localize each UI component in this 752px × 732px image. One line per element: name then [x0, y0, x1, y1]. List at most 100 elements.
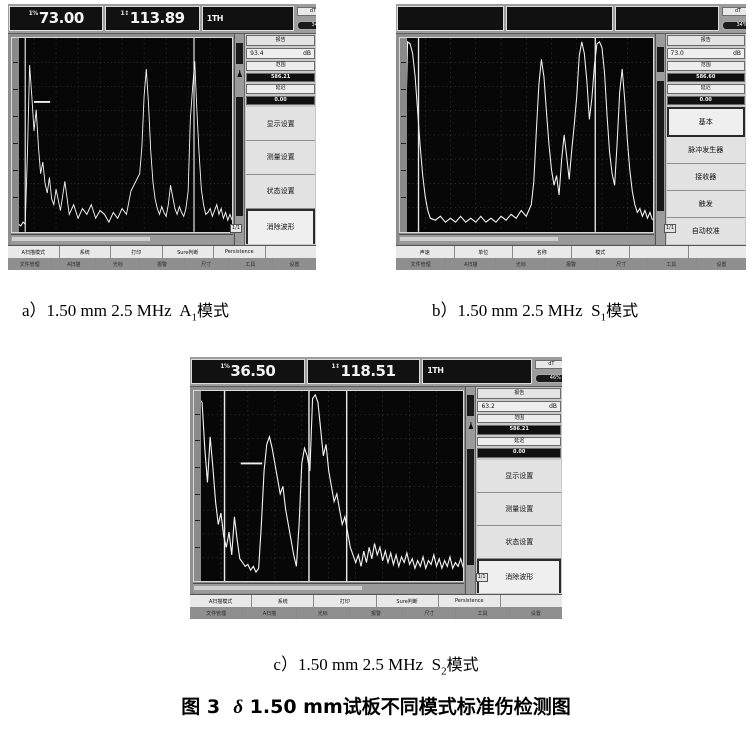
ascan-display-a[interactable]: [11, 37, 234, 234]
readout-depth-a[interactable]: 1↕ 113.89: [105, 6, 200, 32]
readout-amplitude-b[interactable]: [397, 6, 504, 32]
info-delay-value-a[interactable]: 0.00: [246, 95, 315, 106]
chip-dt-c[interactable]: dT: [535, 359, 562, 370]
scrollbar-thumb[interactable]: [194, 586, 363, 591]
scrollbar-thumb[interactable]: [400, 237, 558, 242]
tab2-alarm-c[interactable]: 报警: [349, 607, 404, 619]
tab2-file-b[interactable]: 文件管理: [396, 258, 447, 270]
menu-pulser-b[interactable]: 脉冲发生器: [666, 137, 745, 165]
menu-status-settings-c[interactable]: 状态设置: [477, 526, 561, 560]
readout-value: 118.51: [340, 361, 396, 380]
tab2-settings-a[interactable]: 设置: [272, 258, 316, 270]
scope-scrollbar-b[interactable]: [399, 234, 654, 245]
scope-area-a: [8, 34, 235, 246]
menu-trigger-b[interactable]: 触发: [666, 191, 745, 219]
menu-measure-settings-a[interactable]: 测量设置: [246, 141, 315, 176]
scope-scrollbar-c[interactable]: [193, 583, 465, 594]
info-delay-value-c[interactable]: 0.00: [477, 448, 561, 458]
tab-empty-a[interactable]: [265, 246, 316, 259]
scale-tag-a: 1/1: [230, 223, 243, 233]
tab2-size-b[interactable]: 尺寸: [596, 258, 647, 270]
instrument-ui-a: 1% 73.00 1↕ 113.89 1TH dT 触发 34% 0.0 ▸: [8, 4, 316, 270]
menu-clear-waveform-c[interactable]: 消除波形: [477, 559, 561, 594]
tab2-cursor-a[interactable]: 光标: [96, 258, 141, 270]
scope-scrollbar-a[interactable]: [11, 234, 234, 245]
menu-clear-waveform-a[interactable]: 消除波形: [246, 209, 315, 245]
tab-velocity-b[interactable]: 声速: [396, 246, 455, 259]
info-gain-c[interactable]: 63.2 dB: [477, 400, 561, 412]
tab-sure-judge-c[interactable]: Sure判断: [376, 595, 439, 608]
caption-a-mode-sub: 1: [191, 311, 198, 324]
tab-persistence-c[interactable]: Persistence: [438, 595, 501, 608]
tab2-ascan-a[interactable]: A扫描: [52, 258, 97, 270]
ascan-svg-b: [400, 38, 653, 233]
info-header-a: 报告: [246, 35, 315, 47]
readout-depth-b[interactable]: [506, 6, 613, 32]
tab2-ascan-c[interactable]: A扫描: [243, 607, 297, 619]
tab-sure-judge-a[interactable]: Sure判断: [162, 246, 214, 259]
tab-row-secondary-a: 文件管理 A扫描 光标 报警 尺寸 工具 设置: [8, 258, 316, 270]
info-range-value-b[interactable]: 586.60: [666, 72, 745, 83]
tab2-size-c[interactable]: 尺寸: [403, 607, 457, 619]
tab2-settings-c[interactable]: 设置: [509, 607, 562, 619]
menu-receiver-b[interactable]: 接收器: [666, 164, 745, 192]
tab2-alarm-a[interactable]: 报警: [140, 258, 185, 270]
tab-persistence-a[interactable]: Persistence: [214, 246, 266, 259]
menu-display-settings-a[interactable]: 显示设置: [246, 107, 315, 142]
menu-basic-b[interactable]: 基本: [666, 107, 745, 138]
menu-status-settings-a[interactable]: 状态设置: [246, 175, 315, 210]
readout-depth-c[interactable]: 1↕ 118.51: [306, 359, 421, 384]
ascan-display-c[interactable]: [193, 389, 465, 583]
figure-number: 图 3: [181, 696, 221, 718]
figure-caption-text: 1.50 mm试板不同模式标准伤检测图: [249, 696, 571, 718]
tab2-settings-b[interactable]: 设置: [696, 258, 746, 270]
readout-amplitude-c[interactable]: 1% 36.50: [191, 359, 305, 384]
tab-ascan-mode-a[interactable]: A扫描模式: [8, 246, 60, 259]
menu-display-settings-c[interactable]: 显示设置: [477, 459, 561, 493]
readout-bar-a: 1% 73.00 1↕ 113.89 1TH dT 触发 34% 0.0 ▸: [8, 4, 316, 35]
tab-name-b[interactable]: 名称: [513, 246, 572, 259]
tab-mode-b[interactable]: 模式: [571, 246, 630, 259]
chip-gain-a[interactable]: 34%: [297, 20, 316, 31]
tab-system-c[interactable]: 系统: [252, 595, 315, 608]
chip-gain-b[interactable]: 34%: [722, 20, 746, 31]
readout-gate-c[interactable]: 1TH: [422, 359, 533, 384]
chip-dt-b[interactable]: dT: [722, 6, 746, 17]
menu-b: 基本 脉冲发生器 接收器 触发 自动校准: [666, 107, 745, 245]
tab-empty-c[interactable]: [500, 595, 562, 608]
tab2-tools-b[interactable]: 工具: [646, 258, 697, 270]
info-gain-b[interactable]: 73.0 dB: [666, 48, 745, 60]
readout-amplitude-a[interactable]: 1% 73.00: [9, 6, 104, 32]
tab-empty1-b[interactable]: [630, 246, 689, 259]
menu-auto-calibration-b[interactable]: 自动校准: [666, 218, 745, 245]
tab-print-c[interactable]: 打印: [314, 595, 377, 608]
tab-system-a[interactable]: 系统: [59, 246, 111, 259]
tab-unit-b[interactable]: 单位: [454, 246, 513, 259]
tab-empty2-b[interactable]: [688, 246, 746, 259]
tab2-cursor-c[interactable]: 光标: [296, 607, 350, 619]
readout-gate-b[interactable]: [615, 6, 719, 32]
tab2-alarm-b[interactable]: 报警: [546, 258, 597, 270]
tab-ascan-mode-c[interactable]: A扫描模式: [190, 595, 253, 608]
chip-gain-c[interactable]: 46%: [535, 373, 562, 384]
info-gain-a[interactable]: 93.4 dB: [246, 48, 315, 60]
top-chip-group-b: dT 触发 34% 0.0 ▸: [720, 4, 746, 33]
info-range-value-a[interactable]: 586.21: [246, 72, 315, 83]
menu-measure-settings-c[interactable]: 测量设置: [477, 492, 561, 527]
info-range-value-c[interactable]: 586.21: [477, 425, 561, 435]
readout-gate-a[interactable]: 1TH: [201, 6, 295, 32]
chip-dt-a[interactable]: dT: [297, 6, 316, 17]
tab2-file-a[interactable]: 文件管理: [8, 258, 53, 270]
tab2-tools-c[interactable]: 工具: [456, 607, 510, 619]
tab-print-a[interactable]: 打印: [111, 246, 163, 259]
tab2-size-a[interactable]: 尺寸: [184, 258, 229, 270]
tab2-file-c[interactable]: 文件管理: [190, 607, 244, 619]
ascan-display-b[interactable]: [399, 37, 654, 234]
scrollbar-thumb[interactable]: [12, 237, 150, 242]
tab2-tools-a[interactable]: 工具: [228, 258, 273, 270]
caption-a-mode-suffix: 模式: [197, 301, 230, 320]
tab2-ascan-b[interactable]: A扫描: [446, 258, 497, 270]
info-delay-value-b[interactable]: 0.00: [666, 95, 745, 106]
tab2-cursor-b[interactable]: 光标: [496, 258, 547, 270]
caption-b-mode-suffix: 模式: [606, 301, 639, 320]
